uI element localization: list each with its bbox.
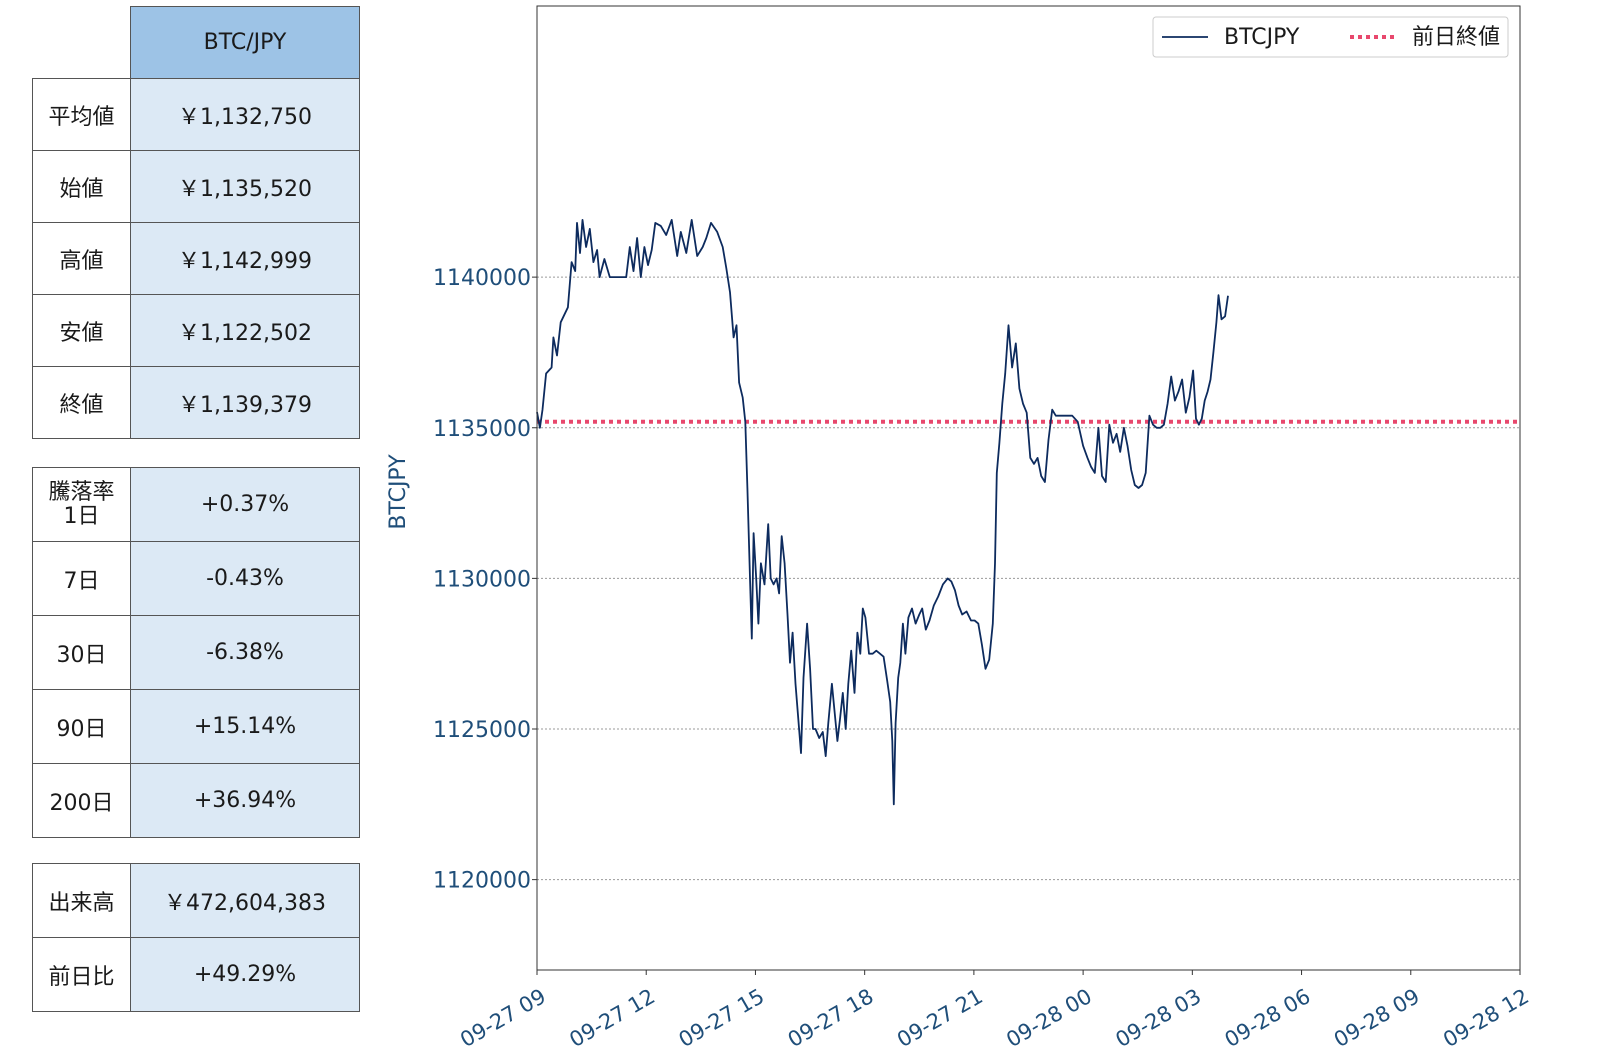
btcjpy-series-line xyxy=(536,219,1229,806)
change-row-200d: 200日 +36.94% xyxy=(32,763,360,838)
legend-label-prev-close: 前日終値 xyxy=(1412,25,1500,50)
x-tick-label: 09-28 09 xyxy=(1330,984,1424,1052)
row-label: 騰落率 1日 xyxy=(32,467,131,542)
y-axis-label: BTCJPY xyxy=(386,454,411,530)
row-label: 始値 xyxy=(32,150,131,223)
row-value: +36.94% xyxy=(130,763,360,838)
price-summary-table: BTC/JPY 平均値 ￥1,132,750 始値 ￥1,135,520 高値 … xyxy=(32,6,360,439)
summary-row-average: 平均値 ￥1,132,750 xyxy=(32,78,360,151)
row-label: 安値 xyxy=(32,294,131,367)
y-tick-label: 1135000 xyxy=(433,417,531,442)
row-value: +0.37% xyxy=(130,467,360,542)
volume-change-row: 前日比 +49.29% xyxy=(32,937,360,1012)
row-label: 高値 xyxy=(32,222,131,295)
row-label: 終値 xyxy=(32,366,131,439)
row-value: -6.38% xyxy=(130,615,360,690)
x-tick-label: 09-27 18 xyxy=(784,984,878,1052)
y-tick-label: 1140000 xyxy=(433,266,531,291)
volume-table: 出来高 ￥472,604,383 前日比 +49.29% xyxy=(32,863,360,1012)
change-row-30d: 30日 -6.38% xyxy=(32,615,360,690)
volume-row: 出来高 ￥472,604,383 xyxy=(32,863,360,938)
x-tick-label: 09-27 09 xyxy=(456,984,550,1052)
pair-header: BTC/JPY xyxy=(130,6,360,79)
y-tick-label: 1120000 xyxy=(433,869,531,894)
row-value: ￥1,135,520 xyxy=(130,150,360,223)
change-title: 騰落率 xyxy=(48,479,115,505)
x-tick-label: 09-27 12 xyxy=(565,984,659,1052)
summary-row-open: 始値 ￥1,135,520 xyxy=(32,150,360,223)
plot-frame xyxy=(536,5,1521,971)
row-value: -0.43% xyxy=(130,541,360,616)
change-row-90d: 90日 +15.14% xyxy=(32,689,360,764)
summary-header-row: BTC/JPY xyxy=(33,6,360,79)
legend: BTCJPY 前日終値 xyxy=(1152,16,1509,58)
x-tick-label: 09-27 21 xyxy=(893,984,987,1052)
period-label: 1日 xyxy=(63,503,100,529)
change-row-1d: 騰落率 1日 +0.37% xyxy=(32,467,360,542)
legend-box xyxy=(1152,16,1509,58)
row-value: +49.29% xyxy=(130,937,360,1012)
summary-row-high: 高値 ￥1,142,999 xyxy=(32,222,360,295)
change-row-7d: 7日 -0.43% xyxy=(32,541,360,616)
change-rate-table: 騰落率 1日 +0.37% 7日 -0.43% 30日 -6.38% 90日 +… xyxy=(32,467,360,838)
row-value: +15.14% xyxy=(130,689,360,764)
x-tick-label: 09-28 00 xyxy=(1002,984,1096,1052)
legend-label-btcjpy: BTCJPY xyxy=(1224,25,1300,50)
row-value: ￥1,122,502 xyxy=(130,294,360,367)
row-label: 200日 xyxy=(32,763,131,838)
y-axis: 1120000 1125000 1130000 1135000 1140000 xyxy=(433,266,537,894)
y-tick-label: 1130000 xyxy=(433,567,531,592)
row-label: 90日 xyxy=(32,689,131,764)
row-value: ￥1,139,379 xyxy=(130,366,360,439)
x-tick-label: 09-27 15 xyxy=(675,984,769,1052)
x-tick-label: 09-28 12 xyxy=(1439,984,1533,1052)
grid-lines xyxy=(537,276,1520,881)
x-tick-label: 09-28 06 xyxy=(1221,984,1315,1052)
row-value: ￥1,142,999 xyxy=(130,222,360,295)
summary-row-close: 終値 ￥1,139,379 xyxy=(32,366,360,439)
row-label: 出来高 xyxy=(32,863,131,938)
x-axis: 09-27 09 09-27 12 09-27 15 09-27 18 09-27 21… xyxy=(456,970,1533,1052)
y-tick-label: 1125000 xyxy=(433,718,531,743)
row-label: 前日比 xyxy=(32,937,131,1012)
summary-row-low: 安値 ￥1,122,502 xyxy=(32,294,360,367)
x-tick-label: 09-28 03 xyxy=(1111,984,1205,1052)
